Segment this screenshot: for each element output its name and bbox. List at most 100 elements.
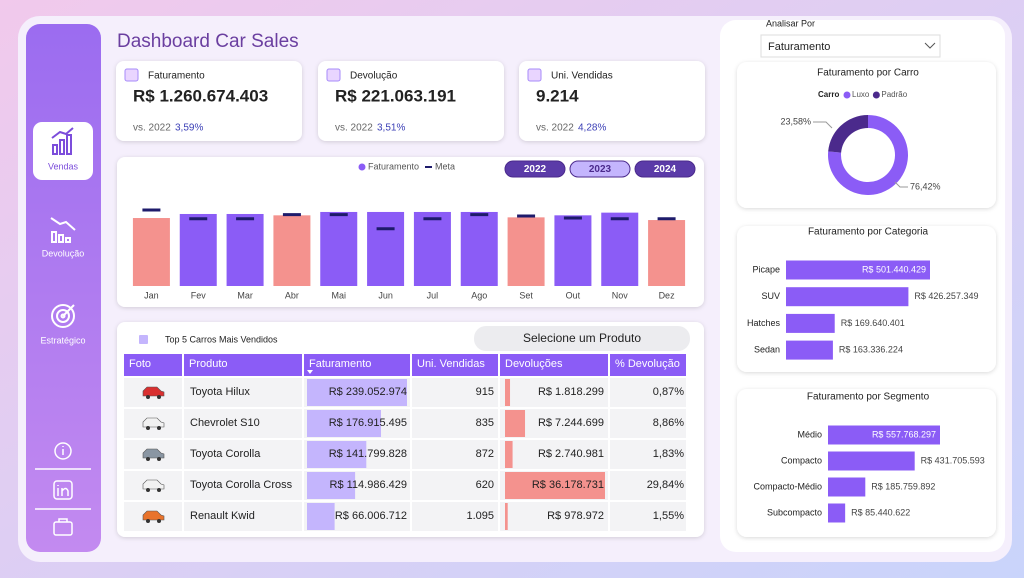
car-wheel bbox=[157, 488, 161, 492]
cell-text: R$ 66.006.712 bbox=[335, 510, 407, 522]
nav-label[interactable]: Estratégico bbox=[40, 335, 85, 345]
year-label[interactable]: 2023 bbox=[589, 164, 612, 175]
cell-text: Toyota Hilux bbox=[190, 386, 250, 398]
icon-devolucao bbox=[50, 217, 76, 243]
year-button[interactable] bbox=[569, 160, 631, 178]
kpi-label: Faturamento bbox=[148, 71, 205, 82]
chart-title: Faturamento por Segmento bbox=[807, 392, 930, 403]
product-button-label[interactable]: Selecione um Produto bbox=[523, 331, 641, 345]
kpi-value: 9.214 bbox=[536, 86, 579, 105]
header-cell bbox=[184, 354, 302, 376]
car-wheel bbox=[157, 395, 161, 399]
nav-label[interactable]: Vendas bbox=[48, 161, 79, 171]
cell-text: R$ 239.052.974 bbox=[329, 386, 407, 398]
value-label: R$ 163.336.224 bbox=[839, 344, 903, 354]
data-bar bbox=[307, 441, 367, 468]
product-button[interactable] bbox=[474, 326, 690, 351]
cell-text: R$ 114.986.429 bbox=[330, 479, 407, 491]
chevron bbox=[924, 42, 936, 49]
sort-indicator bbox=[307, 370, 313, 374]
cell-text: Renault Kwid bbox=[190, 510, 255, 522]
data-bar bbox=[307, 503, 335, 530]
legend-marker bbox=[358, 163, 366, 171]
car-wheel bbox=[157, 457, 161, 461]
car-photo bbox=[142, 417, 165, 428]
value-label: R$ 85.440.622 bbox=[851, 507, 910, 517]
cell bbox=[610, 440, 686, 469]
cell-text: Toyota Corolla Cross bbox=[190, 479, 293, 491]
cell bbox=[184, 409, 302, 438]
legend-label: Meta bbox=[435, 161, 455, 171]
cell-text: 872 bbox=[476, 448, 494, 460]
y-tick-label: Médio bbox=[797, 429, 822, 439]
legend-title: Carro bbox=[818, 90, 839, 99]
leader-line bbox=[813, 121, 833, 129]
legend-label: Faturamento bbox=[368, 161, 419, 171]
filter-label: Analisar Por bbox=[766, 18, 815, 28]
legend-label: Luxo bbox=[852, 90, 870, 99]
x-tick-label: Set bbox=[519, 290, 533, 300]
car-photo bbox=[142, 448, 165, 459]
car-wheel bbox=[146, 395, 150, 399]
cell bbox=[610, 471, 686, 500]
cell bbox=[500, 440, 608, 469]
x-tick-label: Ago bbox=[471, 290, 487, 300]
kpi-icon bbox=[124, 68, 139, 82]
filter-dropdown[interactable] bbox=[760, 34, 941, 58]
bar bbox=[786, 340, 833, 360]
sidebar-footer-icons bbox=[35, 442, 91, 536]
kpi-value: R$ 221.063.191 bbox=[335, 86, 456, 105]
x-tick-label: Mai bbox=[331, 290, 346, 300]
year-button[interactable] bbox=[634, 160, 696, 178]
kpi-icon bbox=[326, 68, 341, 82]
cell-text: R$ 1.818.299 bbox=[538, 386, 604, 398]
filter-value[interactable]: Faturamento bbox=[768, 41, 830, 53]
car-wheel bbox=[157, 519, 161, 523]
value-label: R$ 169.640.401 bbox=[841, 318, 905, 328]
year-label[interactable]: 2022 bbox=[524, 164, 547, 175]
cell bbox=[610, 378, 686, 407]
header-cell bbox=[412, 354, 498, 376]
car-wheel bbox=[146, 426, 150, 430]
car-photo bbox=[142, 479, 165, 490]
kpi-label: Uni. Vendidas bbox=[551, 71, 613, 82]
value-label: R$ 431.705.593 bbox=[921, 455, 985, 465]
data-bar bbox=[505, 503, 508, 530]
kpi-icon bbox=[527, 68, 542, 82]
table-icon bbox=[139, 335, 148, 344]
column-header: Faturamento bbox=[309, 358, 371, 370]
nav-label[interactable]: Devolução bbox=[42, 248, 85, 258]
cell-text: 915 bbox=[476, 386, 494, 398]
x-tick-label: Jun bbox=[378, 290, 393, 300]
kpi-compare: vs. 2022 bbox=[536, 123, 574, 134]
bar bbox=[786, 287, 909, 307]
year-label[interactable]: 2024 bbox=[654, 164, 677, 175]
cell bbox=[184, 471, 302, 500]
cell bbox=[610, 409, 686, 438]
cell bbox=[500, 378, 608, 407]
slice-label: 76,42% bbox=[910, 181, 941, 191]
y-tick-label: Subcompacto bbox=[767, 507, 822, 517]
table-title: Top 5 Carros Mais Vendidos bbox=[165, 334, 278, 344]
cell-text: 1,83% bbox=[653, 448, 684, 460]
header-cell bbox=[500, 354, 608, 376]
year-button[interactable] bbox=[504, 160, 566, 178]
x-tick-label: Nov bbox=[612, 290, 629, 300]
kpi-compare: vs. 2022 bbox=[133, 123, 171, 134]
x-tick-label: Dez bbox=[659, 290, 676, 300]
bar bbox=[273, 215, 311, 286]
y-tick-label: Compacto-Médio bbox=[753, 481, 822, 491]
cell bbox=[412, 409, 498, 438]
header-cell bbox=[304, 354, 410, 376]
bar bbox=[179, 213, 217, 286]
legend-label: Padrão bbox=[881, 90, 907, 99]
car-wheel bbox=[157, 426, 161, 430]
bar bbox=[507, 217, 545, 286]
cell bbox=[500, 502, 608, 531]
x-tick-label: Mar bbox=[237, 290, 253, 300]
column-header: Uni. Vendidas bbox=[417, 358, 485, 370]
bar bbox=[786, 260, 930, 280]
cell-text: 1.095 bbox=[466, 510, 494, 522]
bar bbox=[786, 313, 835, 333]
